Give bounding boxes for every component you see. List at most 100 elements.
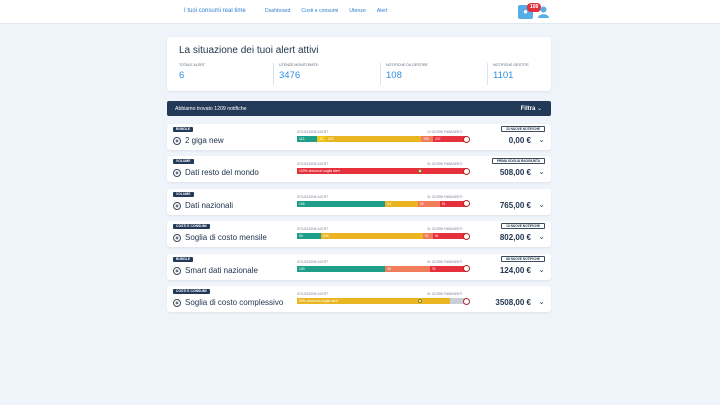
remaining-days-label: 31 GIORNI RIMANENTI	[427, 292, 463, 296]
progress-segment: 237	[432, 136, 467, 142]
alert-type-icon: ◉	[173, 137, 181, 145]
threshold-marker-icon	[463, 200, 470, 208]
expand-chevron-icon[interactable]: ⌄	[538, 167, 545, 177]
current-position-icon	[417, 299, 422, 303]
status-label: SITUAZIONE ALERT	[297, 130, 329, 134]
threshold-marker-icon	[463, 135, 470, 143]
remaining-days-label: 10 GIORNI RIMANENTI	[427, 130, 463, 134]
progress-segment: 155	[297, 200, 386, 207]
alert-title: 2 giga new	[185, 136, 224, 145]
progress-segment: 100% annuncio soglia alert	[297, 168, 467, 175]
alert-amount: 508,00 €	[499, 168, 531, 178]
alert-title: Dati nazionali	[185, 200, 234, 210]
stat-notifiche-gestite: NOTIFICHE GESTITE 1101	[487, 63, 547, 85]
alert-card[interactable]: VOLUME ◉ Dati nazionali SITUAZIONE ALERT 31 …	[167, 188, 551, 215]
alert-amount: 0,00 €	[508, 136, 531, 145]
alert-type-icon: ◉	[173, 169, 181, 178]
alert-title: Dati resto del mondo	[185, 168, 259, 178]
alert-card[interactable]: BUNDLE ◉ Smart dati nazionale SITUAZIONE AL…	[167, 253, 551, 280]
alert-progress-bar: 113 33 603 196 237	[297, 135, 470, 143]
progress-segment: 196	[421, 136, 433, 142]
alert-title: Smart dati nazionale	[185, 265, 258, 275]
progress-segment: 26	[417, 200, 440, 207]
alert-summary-panel: La situazione dei tuoi alert attivi TOTA…	[167, 37, 551, 91]
stat-totale-alert: TOTALE ALERT 6	[179, 63, 205, 81]
threshold-marker-icon	[463, 167, 470, 175]
expand-chevron-icon[interactable]: ⌄	[538, 135, 545, 144]
alert-card[interactable]: VOLUME ◉ Dati resto del mondo SITUAZIONE AL…	[167, 156, 551, 183]
chevron-down-icon: ⌄	[536, 105, 542, 112]
progress-segment: 75	[429, 265, 467, 272]
alert-type-icon: ◉	[173, 234, 181, 243]
status-label: SITUAZIONE ALERT	[297, 194, 329, 199]
status-label: SITUAZIONE ALERT	[297, 227, 329, 232]
alert-progress-bar: 155 61 26 51	[297, 200, 470, 208]
progress-segment: 61	[385, 200, 418, 207]
notification-badge: 13 NUOVE NOTIFICHE	[501, 223, 545, 230]
alert-progress-bar: 100% annuncio soglia alert	[297, 167, 470, 175]
stat-utenze-monitorate: UTENZE MONITORATE 3476	[273, 63, 377, 85]
progress-segment: 33	[317, 136, 326, 142]
alert-type-icon: ◉	[173, 266, 181, 275]
progress-segment: 508	[320, 233, 423, 240]
nav-alert[interactable]: Alert	[376, 8, 388, 14]
alert-type-icon: ◉	[173, 299, 181, 307]
summary-title: La situazione dei tuoi alert attivi	[179, 45, 319, 56]
brand-link[interactable]: I tuoi consumi real time	[184, 8, 246, 14]
alert-type-tag: VOLUME	[173, 191, 194, 197]
nav-utenze[interactable]: Utenze	[349, 8, 366, 14]
alert-type-tag: COSTI E CONSUMI	[173, 289, 210, 294]
alert-title: Soglia di costo mensile	[185, 233, 267, 243]
alert-type-tag: COSTI E CONSUMI	[173, 224, 210, 230]
alert-type-tag: VOLUME	[173, 159, 194, 165]
threshold-marker-icon	[463, 265, 470, 273]
filter-button[interactable]: Filtra ⌄	[520, 105, 542, 112]
user-icon[interactable]	[538, 6, 549, 18]
progress-segment: 51	[439, 200, 467, 207]
progress-segment: 603	[325, 136, 422, 142]
notification-badge: PRIMA SOGLIA RAGGIUNTA	[491, 158, 545, 165]
alert-progress-bar: 95% annuncio soglia alert	[297, 297, 470, 305]
notification-count-badge: 108	[527, 3, 542, 12]
progress-segment	[450, 298, 467, 304]
results-bar: Abbiamo trovato 1209 notifiche Filtra ⌄	[167, 101, 551, 116]
alert-amount: 765,00 €	[499, 200, 531, 210]
expand-chevron-icon[interactable]: ⌄	[538, 232, 545, 242]
alert-amount: 3508,00 €	[495, 298, 531, 307]
notification-badge: 23 NUOVE NOTIFICHE	[501, 126, 545, 132]
remaining-days-label: 31 GIORNI RIMANENTI	[427, 227, 463, 232]
status-label: SITUAZIONE ALERT	[297, 162, 329, 167]
status-label: SITUAZIONE ALERT	[297, 292, 329, 296]
expand-chevron-icon[interactable]: ⌄	[538, 297, 545, 306]
nav-dashboard[interactable]: Dashboard	[265, 8, 291, 14]
alert-card[interactable]: BUNDLE ◉ 2 giga new SITUAZIONE ALERT 10 GIOR…	[167, 124, 551, 150]
alert-progress-bar: 100 60 75	[297, 265, 470, 273]
remaining-days-label: 31 GIORNI RIMANENTI	[427, 194, 463, 199]
progress-segment: 60	[385, 265, 430, 272]
threshold-marker-icon	[463, 232, 470, 240]
current-position-icon	[417, 169, 422, 174]
status-label: SITUAZIONE ALERT	[297, 259, 329, 264]
progress-segment: 113	[297, 136, 318, 142]
progress-segment: 90	[297, 233, 321, 240]
progress-segment: 100	[297, 265, 386, 272]
alert-amount: 124,00 €	[499, 265, 531, 275]
alert-progress-bar: 90 508 51 51	[297, 232, 470, 240]
alert-title: Soglia di costo complessivo	[185, 298, 284, 307]
nav-costi-consumi[interactable]: Costi e consumi	[301, 8, 339, 14]
alert-type-tag: BUNDLE	[173, 256, 194, 262]
notification-badge: 68 NUOVE NOTIFICHE	[501, 255, 545, 262]
top-navigation-bar: I tuoi consumi real time Dashboard Costi…	[0, 0, 720, 24]
alert-card[interactable]: COSTI E CONSUMI ◉ Soglia di costo mensile S…	[167, 221, 551, 248]
expand-chevron-icon[interactable]: ⌄	[538, 264, 545, 274]
progress-segment: 51	[422, 233, 433, 240]
remaining-days-label: 31 GIORNI RIMANENTI	[427, 259, 463, 264]
main-nav: Dashboard Costi e consumi Utenze Alert	[265, 8, 387, 14]
expand-chevron-icon[interactable]: ⌄	[538, 199, 545, 209]
remaining-days-label: 31 GIORNI RIMANENTI	[427, 162, 463, 167]
alert-card[interactable]: COSTI E CONSUMI ◉ Soglia di costo compless…	[167, 286, 551, 312]
alert-amount: 802,00 €	[499, 233, 531, 243]
progress-segment: 51	[432, 233, 467, 240]
results-count-text: Abbiamo trovato 1209 notifiche	[175, 105, 247, 112]
alert-type-icon: ◉	[173, 201, 181, 210]
